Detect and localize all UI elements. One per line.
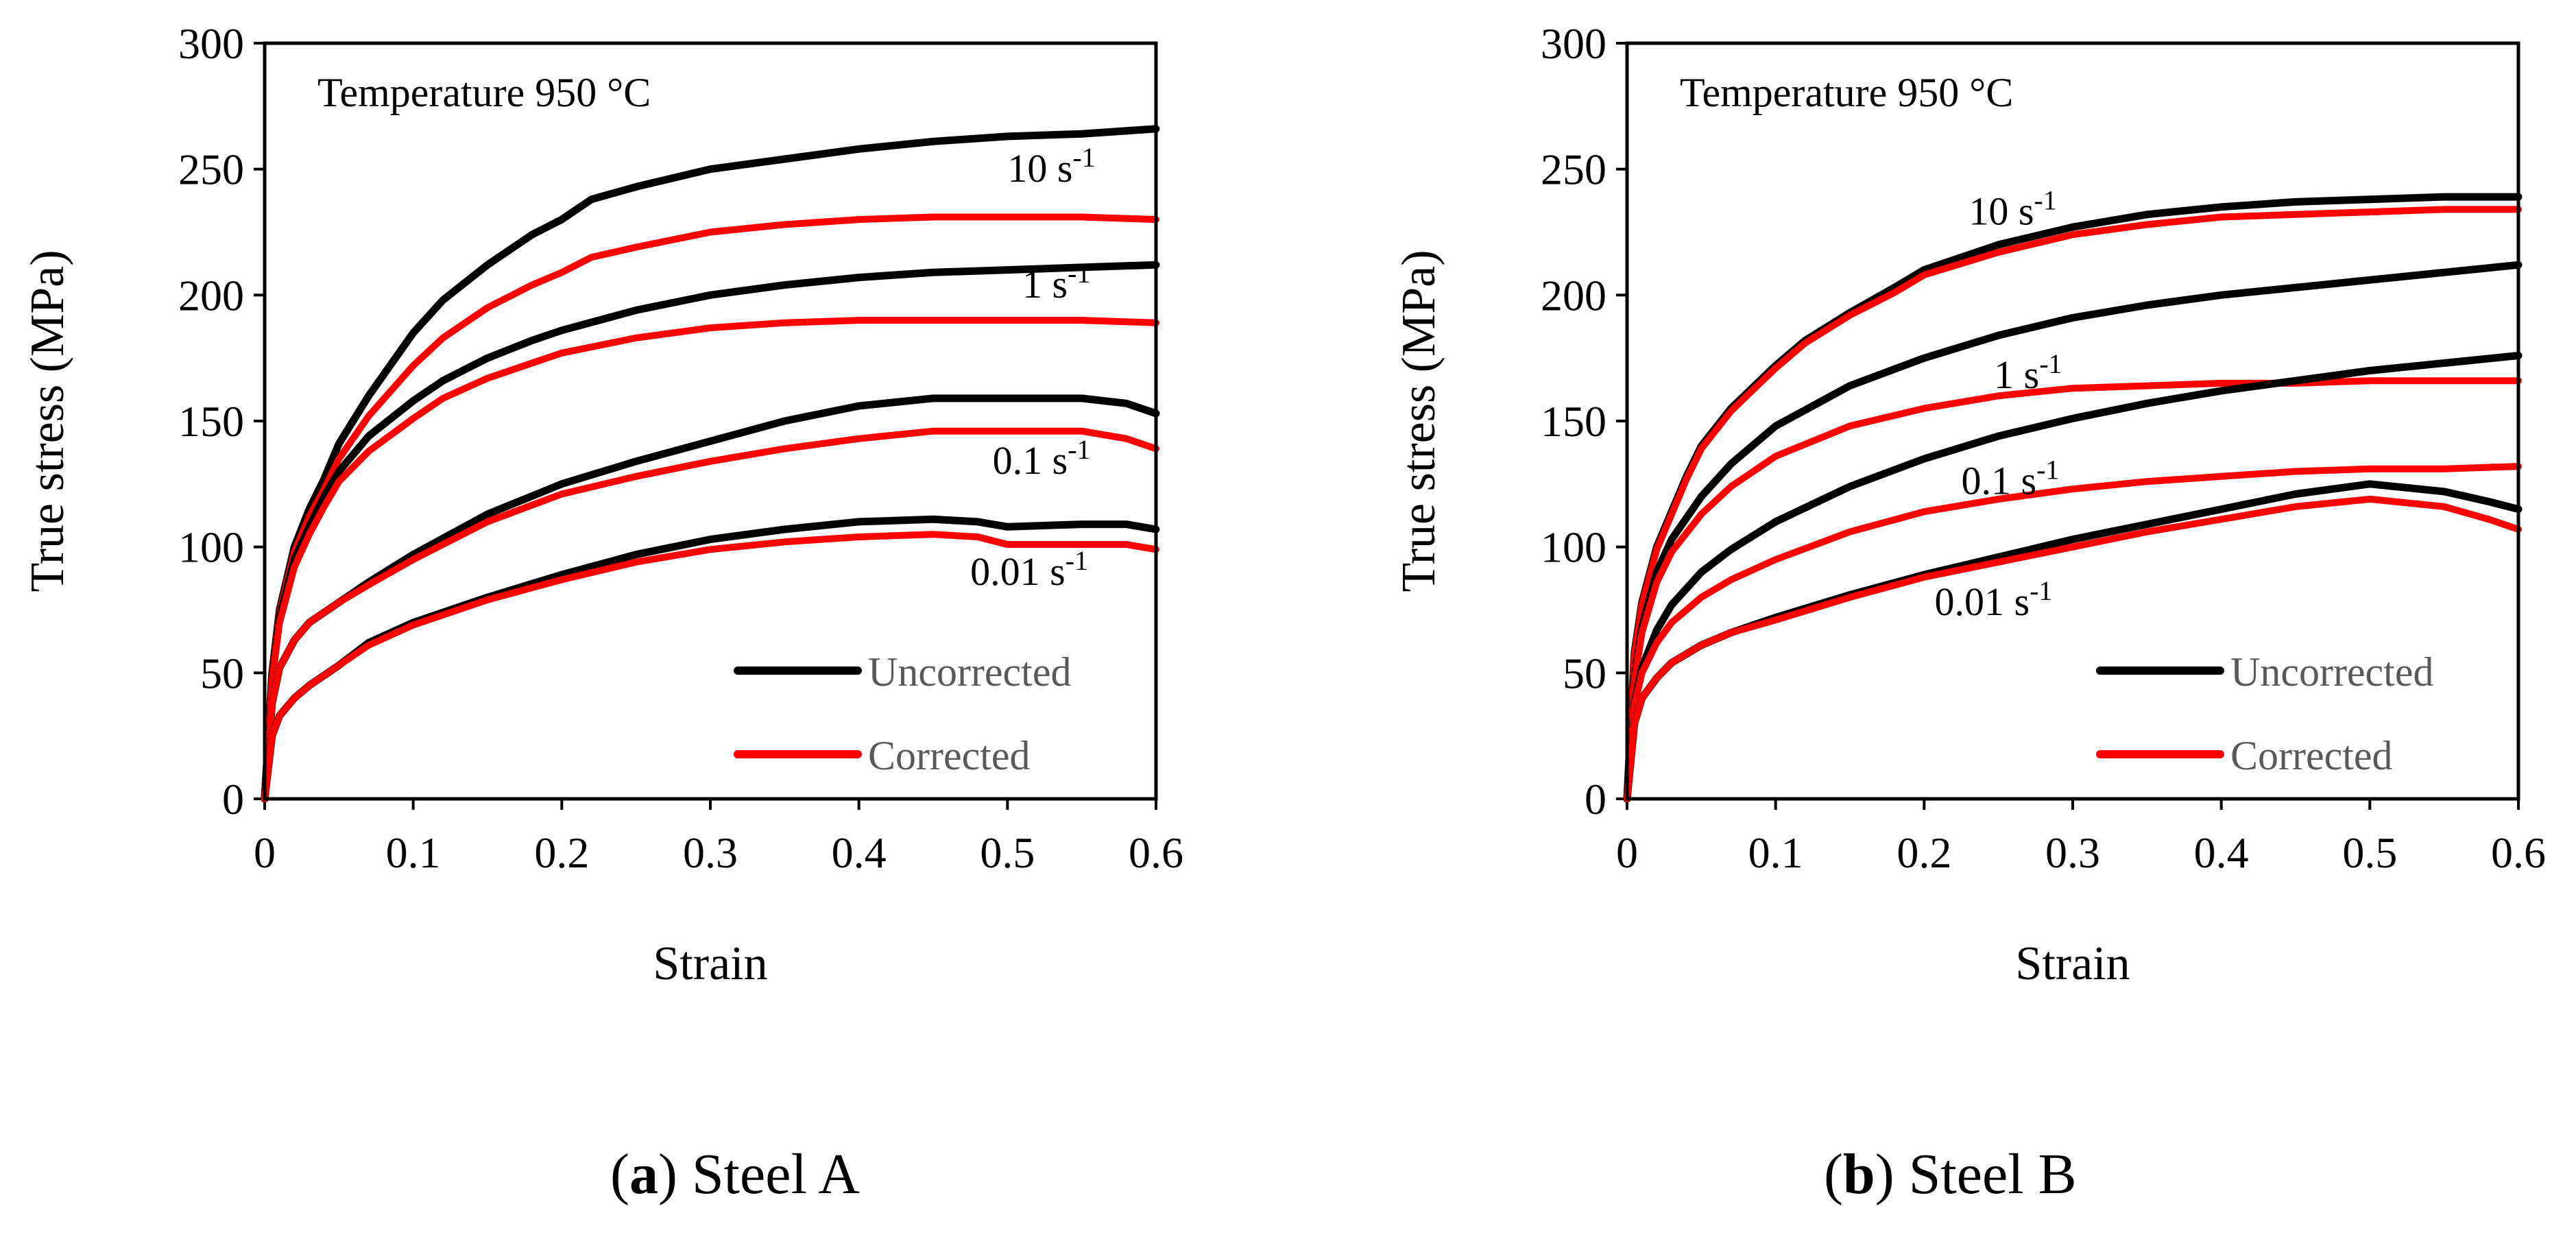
strain-rate-label: 0.1 s-1 <box>993 434 1091 483</box>
strain-rate-exponent: -1 <box>1066 544 1088 575</box>
x-tick-label: 0.1 <box>1748 828 1803 877</box>
strain-rate-label: 10 s-1 <box>1007 142 1095 191</box>
panel-steel-a: 0 50 100 150 200 250 300 0 0.1 0.2 0.3 0.4 0.5 0.6 Te… <box>21 19 1183 1206</box>
y-tick-label: 300 <box>1541 19 1606 68</box>
y-tick-label: 0 <box>1585 775 1606 824</box>
strain-rate-value: 1 s <box>1022 262 1068 307</box>
legend-label-uncorrected: Uncorrected <box>2230 649 2433 695</box>
series-line-0-1-s-1-corrected <box>261 427 1159 802</box>
series-line-0-01-s-1-corrected <box>261 531 1159 802</box>
x-axis-title-a: Strain <box>653 937 767 990</box>
strain-rate-label: 0.01 s-1 <box>1935 575 2053 624</box>
strain-rate-exponent: -1 <box>2030 575 2052 605</box>
panel-label-b: b <box>1843 1142 1875 1206</box>
caption-text-a: Steel A <box>692 1142 860 1206</box>
legend-label-corrected: Corrected <box>2230 733 2393 778</box>
y-tick-label: 0 <box>222 775 244 824</box>
strain-rate-label: 0.1 s-1 <box>1962 454 2060 503</box>
strain-rate-label: 10 s-1 <box>1969 184 2056 234</box>
legend-label-corrected: Corrected <box>868 733 1031 778</box>
y-tick-label: 150 <box>178 397 244 446</box>
series-line-1-s-1-corrected <box>261 317 1159 802</box>
y-tick-label: 100 <box>178 523 244 572</box>
strain-rate-exponent: -1 <box>1068 258 1090 289</box>
y-tick-label: 50 <box>1563 649 1606 697</box>
plot-area-frame-a <box>263 41 1158 801</box>
x-tick-label: 0.6 <box>1129 828 1183 877</box>
strain-rate-value: 10 s <box>1969 189 2034 233</box>
x-tick-label: 0.3 <box>2045 828 2100 877</box>
caption-a: (a) Steel A <box>610 1142 860 1206</box>
strain-rate-value: 0.01 s <box>970 549 1066 594</box>
y-tick-label: 250 <box>1541 145 1606 194</box>
strain-rate-exponent: -1 <box>1072 142 1095 173</box>
strain-rate-exponent: -1 <box>1068 434 1090 465</box>
strain-rate-value: 0.01 s <box>1935 579 2030 624</box>
x-tick-label: 0 <box>254 828 276 877</box>
strain-rate-label: 1 s-1 <box>1022 258 1090 307</box>
y-axis-title-a: True stress (MPa) <box>21 250 74 592</box>
series-line-0-1-s-1-corrected <box>1624 463 2522 802</box>
y-tick-label: 100 <box>1541 523 1606 572</box>
y-tick-label: 250 <box>178 145 244 194</box>
x-tick-label: 0.4 <box>832 828 887 877</box>
x-tick-label: 0.3 <box>683 828 738 877</box>
series-line-0-01-s-1-corrected <box>1624 495 2522 802</box>
strain-rate-exponent: -1 <box>2036 454 2059 485</box>
plot-area-frame-b <box>1625 41 2520 801</box>
y-tick-label: 150 <box>1541 397 1606 446</box>
y-tick-label: 300 <box>178 19 244 68</box>
strain-rate-value: 10 s <box>1007 146 1072 191</box>
x-axis-title-b: Strain <box>2015 937 2130 990</box>
x-tick-label: 0 <box>1616 828 1638 877</box>
strain-rate-label: 0.01 s-1 <box>970 544 1088 594</box>
legend-label-uncorrected: Uncorrected <box>868 649 1071 695</box>
strain-rate-exponent: -1 <box>2039 348 2062 379</box>
x-tick-label: 0.2 <box>1897 828 1951 877</box>
y-tick-label: 50 <box>200 649 244 697</box>
x-tick-label: 0.1 <box>386 828 441 877</box>
x-tick-label: 0.6 <box>2491 828 2546 877</box>
strain-rate-value: 0.1 s <box>1962 459 2037 503</box>
temperature-annotation-a: Temperature 950 °C <box>317 70 651 115</box>
strain-rate-exponent: -1 <box>2034 184 2056 215</box>
strain-rate-label: 1 s-1 <box>1994 348 2062 398</box>
y-axis-title-b: True stress (MPa) <box>1393 250 1445 592</box>
x-tick-label: 0.5 <box>2342 828 2397 877</box>
y-tick-label: 200 <box>178 271 244 320</box>
strain-rate-value: 1 s <box>1994 352 2039 397</box>
y-tick-label: 200 <box>1541 271 1606 320</box>
series-line-0-1-s-1-uncorrected <box>1623 352 2523 803</box>
x-tick-label: 0.2 <box>534 828 589 877</box>
series-line-10-s-1-corrected <box>1624 206 2522 802</box>
x-tick-label: 0.5 <box>980 828 1035 877</box>
caption-b: (b) Steel B <box>1824 1142 2077 1206</box>
temperature-annotation-b: Temperature 950 °C <box>1680 70 2013 115</box>
x-tick-label: 0.4 <box>2194 828 2249 877</box>
strain-rate-value: 0.1 s <box>993 438 1068 483</box>
panel-steel-b: 0 50 100 150 200 250 300 0 0.1 0.2 0.3 0.4 0.5 0.6 Te… <box>1393 19 2546 1206</box>
caption-text-b: Steel B <box>1909 1142 2077 1206</box>
panel-label-a: a <box>629 1142 658 1206</box>
series-line-1-s-1-uncorrected <box>261 261 1160 803</box>
